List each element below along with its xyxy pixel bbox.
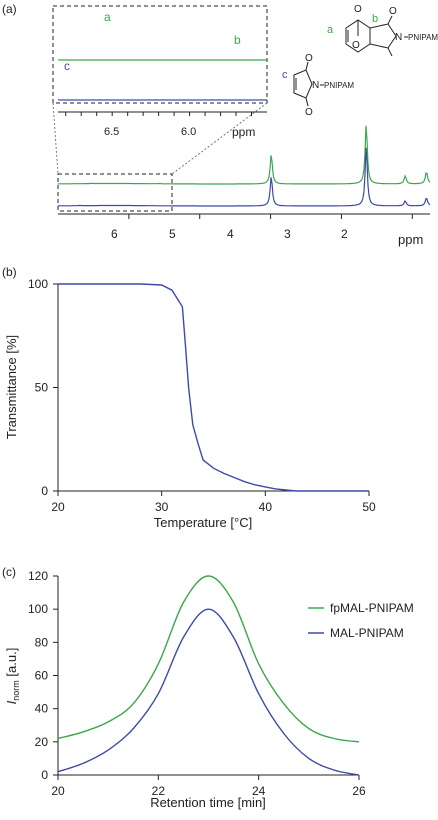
main-series-green: [58, 125, 431, 185]
inset-peak-label-b: b: [234, 33, 241, 47]
plot-b-axes: [57, 284, 369, 492]
inset-peak-label-a: a: [104, 10, 111, 24]
plot-b-y-axis-label: Transmittance [%]: [4, 335, 19, 439]
plot-c-y-tick-label: 20: [35, 735, 49, 749]
inset-x-axis: [58, 111, 267, 116]
main-tick-label: 3: [284, 227, 291, 241]
panel-label-a: (a): [2, 2, 17, 16]
main-tick-label: 2: [341, 227, 348, 241]
plot-c-y-tick-label: 120: [28, 569, 48, 583]
structure-bridge-o: O: [352, 40, 360, 51]
structure-mal: [293, 61, 313, 107]
plot-c-x-tick-label: 26: [352, 784, 366, 798]
inset-peak-label-c: c: [64, 59, 70, 73]
plot-c-x-tick-label: 22: [152, 784, 166, 798]
plot-b-x-tick-label: 50: [362, 500, 376, 514]
plot-c-axes: [57, 576, 359, 776]
plot-b-ticks: 20 30 40 50 0 50 100: [28, 277, 376, 514]
main-series-blue: [57, 147, 431, 207]
structure-carbonyl-o: O: [389, 6, 397, 17]
plot-c-y-axis-label: Inorm [a.u.]: [4, 648, 21, 705]
plot-c-y-tick-label: 80: [35, 635, 49, 649]
legend: fpMAL-PNIPAM MAL-PNIPAM: [308, 601, 414, 640]
plot-c-y-tick-label: 40: [35, 702, 49, 716]
inset-x-axis-label: ppm: [232, 125, 255, 139]
main-x-axis: [58, 213, 430, 219]
plot-c-x-tick-label: 24: [252, 784, 266, 798]
main-tick-label: 6: [111, 227, 118, 241]
series-mal-pnipam: [57, 608, 360, 776]
legend-label-mal: MAL-PNIPAM: [330, 626, 404, 640]
plot-b-y-tick-label: 100: [28, 277, 48, 291]
plot-b-y-tick-label: 50: [35, 381, 49, 395]
panel-label-b: (b): [2, 265, 17, 279]
series-fpmal-pnipam: [57, 575, 360, 743]
structure-carbonyl-o: O: [305, 107, 313, 118]
structure-oxygen: O: [354, 4, 362, 15]
structure-nitrogen: N: [312, 80, 319, 91]
structure-nitrogen: N: [395, 32, 402, 43]
plot-c-y-tick-label: 100: [28, 602, 48, 616]
panel-label-c: (c): [2, 565, 16, 579]
structure-label-b: b: [372, 13, 378, 25]
structure-pnipam: PNIPAM: [408, 33, 438, 42]
inset-connector-left: [52, 102, 59, 175]
plot-b-x-tick-label: 40: [259, 500, 273, 514]
structure-label-a: a: [327, 24, 334, 36]
structure-label-c: c: [282, 69, 288, 81]
plot-b-x-tick-label: 30: [155, 500, 169, 514]
structure-carbonyl-o: O: [305, 53, 313, 64]
plot-b-x-axis-label: Temperature [°C]: [154, 515, 252, 530]
plot-c-y-tick-label: 0: [41, 768, 48, 782]
legend-label-fpmal: fpMAL-PNIPAM: [330, 601, 414, 615]
inset-tick-label: 6.5: [104, 126, 119, 138]
plot-c-y-tick-label: 60: [35, 669, 49, 683]
transmittance-series: [58, 283, 369, 492]
main-tick-label: 4: [227, 227, 234, 241]
structure-fpmal: [345, 15, 397, 57]
main-x-axis-label: ppm: [398, 232, 423, 247]
zoom-region-box: [57, 173, 173, 212]
structure-pnipam: PNIPAM: [324, 81, 354, 90]
inset-tick-label: 6.0: [181, 126, 196, 138]
inset-box: [52, 5, 268, 104]
plot-b-x-tick-label: 20: [51, 500, 65, 514]
plot-b-y-tick-label: 0: [41, 484, 48, 498]
plot-c-x-tick-label: 20: [51, 784, 65, 798]
plot-c-x-axis-label: Retention time [min]: [150, 795, 266, 810]
main-tick-label: 5: [169, 227, 176, 241]
